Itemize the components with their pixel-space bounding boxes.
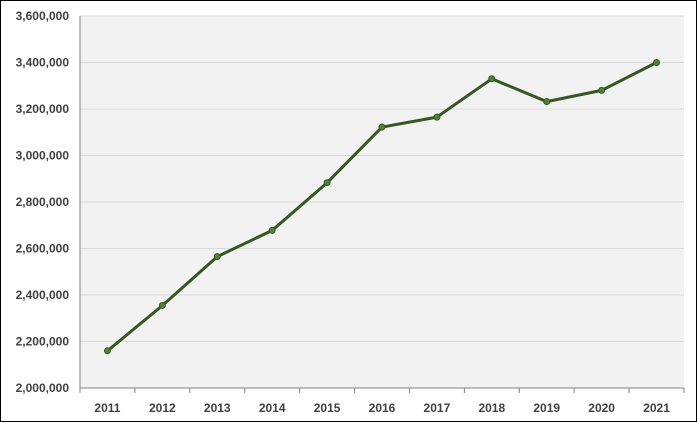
x-tick-label: 2016 xyxy=(369,401,396,415)
data-point xyxy=(653,59,661,66)
data-point xyxy=(323,179,331,187)
y-tick-label: 3,000,000 xyxy=(16,149,70,163)
axes xyxy=(79,16,685,393)
x-tick-label: 2017 xyxy=(424,401,451,415)
y-tick-label: 2,400,000 xyxy=(16,288,70,302)
data-point xyxy=(433,113,441,121)
x-tick-label: 2011 xyxy=(94,401,120,415)
x-tick-label: 2015 xyxy=(314,401,341,415)
y-tick-label: 3,600,000 xyxy=(16,9,70,23)
y-tick-label: 2,800,000 xyxy=(16,195,70,209)
data-point xyxy=(543,98,551,106)
data-point xyxy=(103,347,111,355)
y-tick-label: 2,000,000 xyxy=(16,381,70,395)
data-point xyxy=(213,253,221,261)
x-tick-label: 2018 xyxy=(478,401,505,415)
x-tick-label: 2013 xyxy=(204,401,231,415)
series-layer xyxy=(103,59,661,355)
data-point xyxy=(488,75,496,83)
x-tick-label: 2014 xyxy=(259,401,286,415)
x-axis-tick-labels: 2011 2012 2013 2014 2015 2016 2017 2018 2019 2020… xyxy=(94,401,670,415)
y-tick-label: 2,200,000 xyxy=(16,335,70,349)
y-tick-label: 2,600,000 xyxy=(16,242,70,256)
data-point xyxy=(268,226,276,234)
x-tick-label: 2020 xyxy=(588,401,615,415)
x-tick-label: 2021 xyxy=(643,401,670,415)
y-tick-label: 3,400,000 xyxy=(16,56,70,70)
data-point xyxy=(378,123,386,131)
y-tick-label: 3,200,000 xyxy=(16,102,70,116)
y-axis-tick-labels: 2,000,000 2,200,000 2,400,000 2,600,000 2,80… xyxy=(16,9,70,395)
data-point xyxy=(598,86,606,94)
data-point xyxy=(158,301,166,309)
gridlines xyxy=(80,15,684,342)
x-tick-label: 2012 xyxy=(149,401,176,415)
x-tick-label: 2019 xyxy=(533,401,560,415)
